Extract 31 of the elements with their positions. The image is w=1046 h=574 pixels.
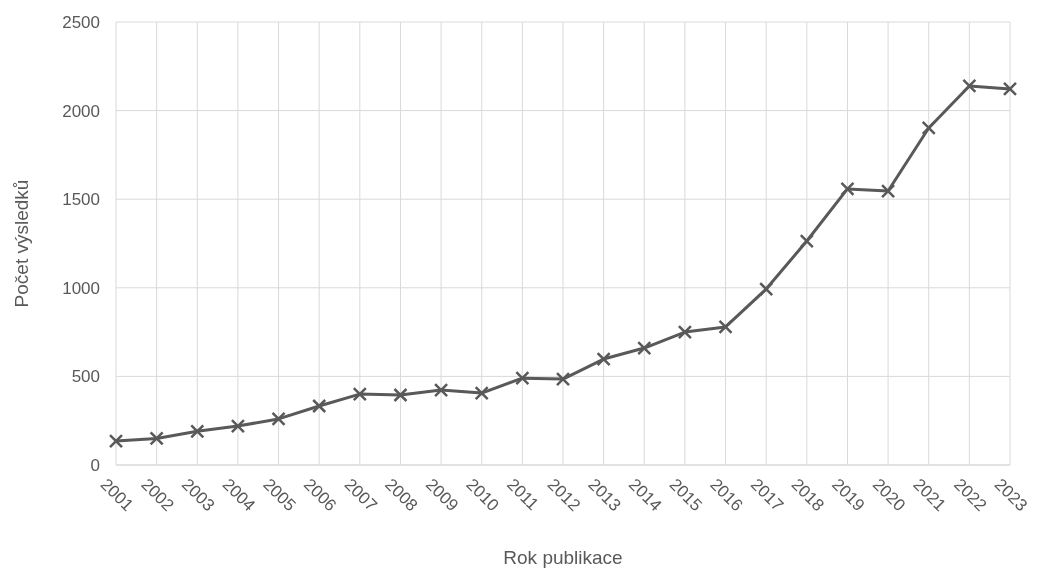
point <box>393 387 408 403</box>
point <box>474 385 489 401</box>
point <box>596 351 611 367</box>
point <box>758 281 774 297</box>
point <box>921 120 936 136</box>
y-tick-label: 1000 <box>62 278 100 298</box>
y-axis-title: Počet výsledků <box>11 179 32 308</box>
point <box>230 418 246 434</box>
point <box>1002 81 1018 97</box>
y-tick-label: 500 <box>71 367 100 387</box>
point <box>840 181 855 197</box>
point <box>311 398 327 414</box>
point <box>677 324 693 340</box>
point <box>637 340 652 356</box>
x-axis-title: Rok publikace <box>503 547 623 568</box>
point <box>515 370 530 386</box>
point <box>555 371 571 387</box>
y-tick-label: 2000 <box>62 101 100 121</box>
point <box>108 433 124 449</box>
point <box>962 78 977 94</box>
point <box>799 233 815 249</box>
point <box>149 431 164 446</box>
y-tick-label: 0 <box>90 455 100 475</box>
point <box>718 319 733 335</box>
point <box>352 386 368 402</box>
point <box>190 424 205 439</box>
point <box>880 183 896 199</box>
point <box>271 411 286 427</box>
point <box>433 382 449 398</box>
y-tick-label: 1500 <box>62 190 100 210</box>
y-tick-label: 2500 <box>62 12 100 32</box>
